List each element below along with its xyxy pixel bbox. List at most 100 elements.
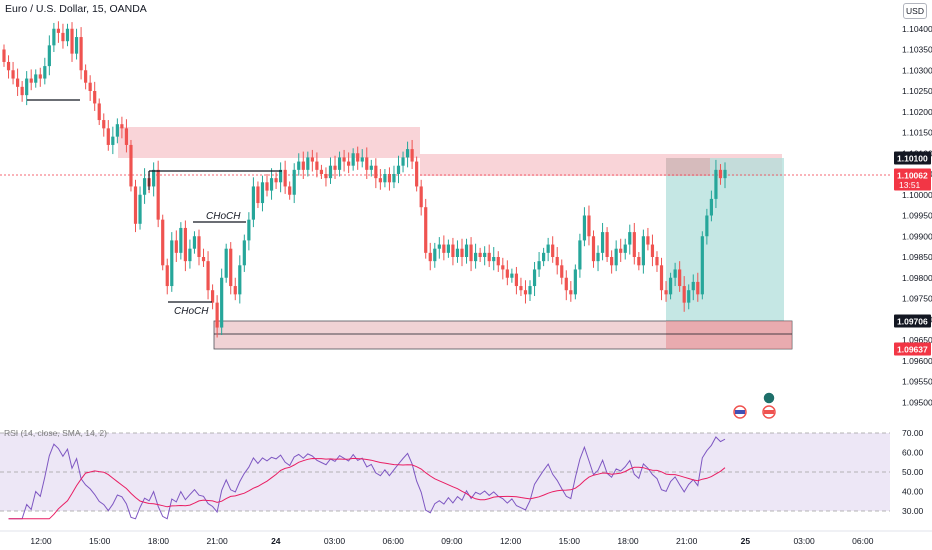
candle-body bbox=[220, 277, 224, 328]
rsi-tick: 50.00 bbox=[902, 467, 924, 477]
candle-body bbox=[646, 236, 650, 245]
candle-body bbox=[292, 169, 296, 195]
candle-body bbox=[632, 232, 636, 257]
time-tick: 18:00 bbox=[617, 536, 639, 546]
rsi-axis: 70.00 60.00 50.00 40.00 30.00 bbox=[902, 428, 924, 516]
time-tick: 15:00 bbox=[559, 536, 581, 546]
candle-body bbox=[97, 103, 101, 121]
eu-flag-stripe bbox=[735, 410, 745, 414]
candle-body bbox=[582, 215, 587, 241]
candle-body bbox=[628, 232, 632, 245]
candle-body bbox=[659, 265, 664, 291]
candle-body bbox=[11, 70, 15, 79]
choch-label-upper: CHoCH bbox=[206, 211, 241, 222]
structure-lines: CHoCH CHoCH bbox=[27, 99, 282, 317]
candle-body bbox=[229, 248, 233, 287]
price-tick: 1.10000 bbox=[902, 190, 932, 200]
event-icons[interactable] bbox=[733, 391, 776, 419]
candle-body bbox=[206, 261, 210, 291]
candle-body bbox=[374, 165, 378, 179]
candle-body bbox=[410, 149, 414, 162]
candle-body bbox=[514, 273, 519, 287]
candle-body bbox=[714, 169, 718, 199]
rsi-tick: 30.00 bbox=[902, 506, 924, 516]
candle-body bbox=[324, 174, 328, 179]
candle-body bbox=[274, 178, 278, 183]
candle-body bbox=[528, 286, 532, 295]
candle-body bbox=[265, 182, 269, 191]
candle-body bbox=[342, 157, 346, 162]
price-tick: 1.10200 bbox=[902, 107, 932, 117]
candle-body bbox=[6, 61, 11, 71]
candle-body bbox=[600, 232, 605, 253]
candle-body bbox=[709, 198, 713, 216]
price-label: 1.10100 bbox=[897, 154, 928, 164]
time-tick: 25 bbox=[741, 536, 751, 546]
candle-body bbox=[20, 86, 24, 96]
candle-body bbox=[383, 174, 387, 183]
candle-body bbox=[564, 277, 568, 291]
price-label: 1.09706 bbox=[897, 317, 928, 327]
candle-body bbox=[16, 78, 20, 87]
candle-body bbox=[610, 257, 614, 266]
candle-body bbox=[546, 244, 550, 253]
candle-body bbox=[124, 128, 129, 145]
candle-body bbox=[700, 236, 704, 295]
candle-body bbox=[120, 124, 124, 129]
candle-body bbox=[197, 236, 201, 257]
candle-body bbox=[496, 257, 500, 266]
time-tick: 09:00 bbox=[441, 536, 463, 546]
candle-body bbox=[668, 277, 673, 295]
candle-body bbox=[52, 28, 56, 46]
candle-body bbox=[405, 149, 410, 158]
candle-body bbox=[29, 78, 33, 83]
time-axis[interactable]: 12:00 15:00 18:00 21:00 24 03:00 06:00 09:00 12:… bbox=[30, 536, 873, 546]
candle-body bbox=[269, 178, 274, 191]
rsi-line bbox=[8, 436, 726, 520]
candle-body bbox=[2, 49, 6, 62]
candle-body bbox=[133, 186, 138, 224]
candle-body bbox=[433, 248, 437, 262]
candle-body bbox=[532, 269, 537, 287]
candle-body bbox=[84, 70, 88, 83]
candle-body bbox=[392, 174, 396, 183]
candle-body bbox=[170, 240, 174, 287]
price-tick: 1.09500 bbox=[902, 397, 932, 407]
candle-body bbox=[188, 248, 192, 262]
candle-body bbox=[705, 215, 709, 237]
candle-body bbox=[61, 32, 65, 42]
candle-body bbox=[333, 165, 337, 170]
candle-body bbox=[74, 37, 79, 54]
price-tick: 1.10250 bbox=[902, 86, 932, 96]
candle-body bbox=[179, 227, 183, 253]
candle-body bbox=[483, 252, 487, 257]
candle-body bbox=[605, 232, 609, 257]
candle-body bbox=[451, 244, 455, 257]
candle-body bbox=[569, 290, 573, 295]
stop-zone bbox=[666, 158, 710, 176]
candle-body bbox=[142, 178, 147, 195]
price-label-bg bbox=[894, 342, 931, 356]
rsi-pane[interactable]: RSI (14, close, SMA, 14, 2) bbox=[0, 428, 890, 520]
time-tick: 06:00 bbox=[852, 536, 874, 546]
candle-body bbox=[560, 265, 564, 278]
candle-body bbox=[591, 236, 596, 262]
us-flag-icon[interactable] bbox=[762, 391, 776, 405]
candle-body bbox=[678, 269, 682, 287]
currency-button[interactable]: USD bbox=[903, 3, 927, 19]
candle-body bbox=[279, 169, 283, 183]
candle-body bbox=[437, 244, 441, 249]
time-tick: 21:00 bbox=[206, 536, 228, 546]
candle-body bbox=[93, 91, 97, 104]
countdown-label: 13:51 bbox=[899, 180, 921, 190]
candle-body bbox=[419, 186, 423, 208]
symbol-title[interactable]: Euro / U.S. Dollar, 15, OANDA bbox=[5, 3, 147, 15]
candle-body bbox=[501, 265, 505, 270]
supply-zone-upper bbox=[118, 127, 420, 158]
candle-body bbox=[88, 82, 92, 91]
candle-body bbox=[469, 244, 473, 262]
candle-body bbox=[478, 252, 482, 257]
candle-body bbox=[519, 286, 523, 291]
price-tick: 1.10400 bbox=[902, 24, 932, 34]
